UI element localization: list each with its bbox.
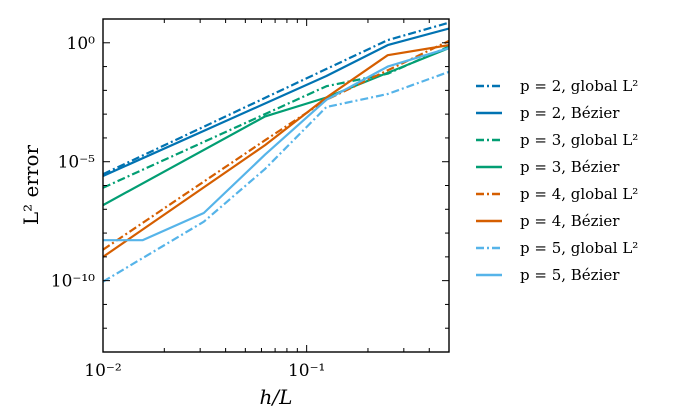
- x-tick-label: 10⁻¹: [288, 361, 325, 381]
- series-line-3: [103, 45, 449, 189]
- legend-label: p = 5, global L²: [520, 239, 638, 257]
- y-tick-label: 10⁻⁵: [58, 153, 96, 173]
- x-tick-label: 10⁻²: [84, 361, 121, 381]
- legend-label: p = 2, global L²: [520, 77, 638, 95]
- legend-label: p = 5, Bézier: [520, 266, 620, 284]
- series-line-7: [103, 70, 449, 283]
- legend: p = 2, global L² p = 2, Bézier p = 3, glob…: [476, 77, 638, 284]
- legend-label: p = 2, Bézier: [520, 104, 620, 122]
- legend-item: p = 3, Bézier: [476, 158, 620, 176]
- legend-label: p = 3, Bézier: [520, 158, 620, 176]
- legend-label: p = 4, global L²: [520, 185, 638, 203]
- series-line-8: [103, 47, 449, 242]
- series-line-1: [103, 21, 449, 176]
- x-axis-label: h/L: [260, 385, 293, 409]
- series-layer: [103, 21, 449, 283]
- y-axis-label: L² error: [19, 144, 43, 225]
- legend-item: p = 3, global L²: [476, 131, 638, 149]
- legend-label: p = 3, global L²: [520, 131, 638, 149]
- tick-layer: 10⁻² 10⁻¹ 10⁰ 10⁻⁵ 10⁻¹⁰: [51, 18, 450, 381]
- series-line-4: [103, 47, 449, 207]
- series-line-2: [103, 27, 449, 178]
- legend-label: p = 4, Bézier: [520, 212, 620, 230]
- y-tick-label: 10⁻¹⁰: [51, 272, 95, 292]
- legend-item: p = 4, global L²: [476, 185, 638, 203]
- legend-item: p = 5, Bézier: [476, 266, 620, 284]
- legend-item: p = 5, global L²: [476, 239, 638, 257]
- y-tick-label: 10⁰: [67, 34, 96, 54]
- legend-item: p = 2, global L²: [476, 77, 638, 95]
- legend-item: p = 4, Bézier: [476, 212, 620, 230]
- series-line-6: [103, 44, 449, 258]
- legend-item: p = 2, Bézier: [476, 104, 620, 122]
- series-line-5: [103, 39, 449, 251]
